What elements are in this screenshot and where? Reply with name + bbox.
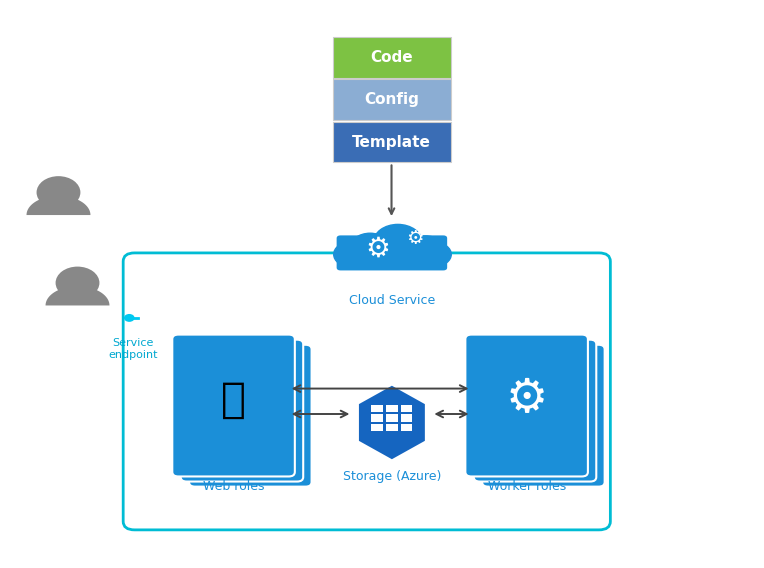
Text: ⚙: ⚙ xyxy=(366,235,390,262)
Circle shape xyxy=(374,224,422,261)
Circle shape xyxy=(406,236,445,264)
FancyBboxPatch shape xyxy=(386,415,398,421)
Text: Config: Config xyxy=(364,92,419,107)
Text: Template: Template xyxy=(352,135,431,149)
FancyBboxPatch shape xyxy=(123,253,610,530)
FancyBboxPatch shape xyxy=(332,122,451,162)
Circle shape xyxy=(124,314,134,322)
FancyBboxPatch shape xyxy=(180,340,303,482)
FancyBboxPatch shape xyxy=(401,424,413,431)
Circle shape xyxy=(419,243,452,266)
Text: Cloud Service: Cloud Service xyxy=(349,294,435,307)
FancyBboxPatch shape xyxy=(371,405,383,412)
Polygon shape xyxy=(27,196,90,215)
FancyBboxPatch shape xyxy=(173,335,295,477)
Polygon shape xyxy=(46,286,109,306)
FancyBboxPatch shape xyxy=(386,424,398,431)
Text: Web roles: Web roles xyxy=(202,479,264,492)
FancyBboxPatch shape xyxy=(482,345,604,487)
Text: Storage (Azure): Storage (Azure) xyxy=(343,470,441,483)
Circle shape xyxy=(37,176,80,208)
Circle shape xyxy=(56,266,99,299)
Text: ⚙: ⚙ xyxy=(506,377,548,423)
Circle shape xyxy=(350,233,390,264)
FancyBboxPatch shape xyxy=(474,340,596,482)
FancyBboxPatch shape xyxy=(386,405,398,412)
Text: Worker roles: Worker roles xyxy=(487,479,566,492)
Text: ⚙: ⚙ xyxy=(406,229,423,248)
Polygon shape xyxy=(359,386,425,459)
Text: Service
endpoint: Service endpoint xyxy=(108,338,158,360)
FancyBboxPatch shape xyxy=(401,405,413,412)
FancyBboxPatch shape xyxy=(401,415,413,421)
FancyBboxPatch shape xyxy=(337,235,447,270)
FancyBboxPatch shape xyxy=(371,415,383,421)
Circle shape xyxy=(334,242,367,267)
FancyBboxPatch shape xyxy=(332,37,451,78)
Text: Code: Code xyxy=(371,50,413,65)
FancyBboxPatch shape xyxy=(371,424,383,431)
FancyBboxPatch shape xyxy=(465,335,588,477)
Text: 🌐: 🌐 xyxy=(221,379,246,421)
FancyBboxPatch shape xyxy=(189,345,312,487)
FancyBboxPatch shape xyxy=(332,80,451,120)
